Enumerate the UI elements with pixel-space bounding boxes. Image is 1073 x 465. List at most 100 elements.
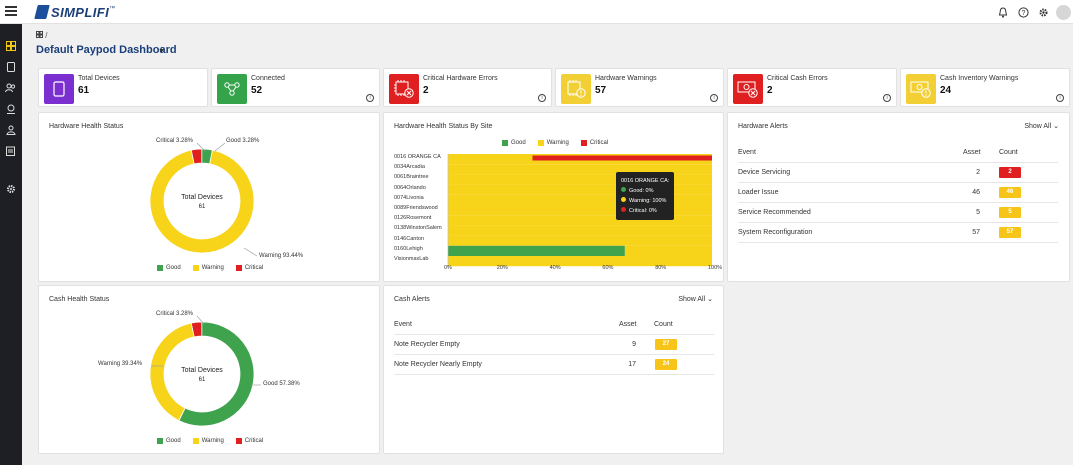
table-row[interactable]: Note Recycler Nearly Empty 17 24 <box>394 355 714 375</box>
bar-critical-highlight[interactable] <box>532 155 712 161</box>
hardware-alerts-panel: Hardware Alerts Show All ⌄ Event Asset C… <box>727 112 1070 282</box>
person-search-icon <box>6 104 15 114</box>
avatar[interactable] <box>1056 4 1071 20</box>
bar-warning[interactable] <box>448 174 712 185</box>
legend-warning[interactable]: Warning <box>192 438 224 444</box>
breadcrumb: / <box>36 31 47 40</box>
site-label: 0126Rosemont <box>394 215 432 222</box>
legend-critical[interactable]: Critical <box>235 438 263 444</box>
person-icon <box>5 125 16 135</box>
cash-alerts-table: Event Asset Count Note Recycler Empty 9 … <box>394 315 714 375</box>
chart-legend: Good Warning Critical <box>157 438 263 444</box>
legend-warning[interactable]: Warning <box>192 265 224 271</box>
top-bar: SIMPLIFI ™ ? <box>0 0 1073 24</box>
col-event[interactable]: Event <box>394 321 412 328</box>
info-icon[interactable]: i <box>366 94 374 102</box>
bell-icon[interactable] <box>994 3 1012 21</box>
bar-warning[interactable] <box>448 194 712 205</box>
info-icon[interactable]: i <box>710 94 718 102</box>
asset-cell: 2 <box>976 169 980 176</box>
info-icon[interactable]: i <box>538 94 546 102</box>
gear-icon[interactable] <box>1034 3 1052 21</box>
bar-warning[interactable] <box>624 245 712 256</box>
site-label: 0064Orlando <box>394 184 426 191</box>
stat-card-total-devices[interactable]: Total Devices 61 <box>38 68 208 107</box>
stat-value: 2 <box>767 85 773 96</box>
stat-label: Cash Inventory Warnings <box>940 75 1019 82</box>
show-all-dropdown[interactable]: Show All ⌄ <box>1024 123 1059 130</box>
stat-label: Connected <box>251 75 285 82</box>
donut-slice-warning[interactable] <box>149 322 195 422</box>
warning-callout: Warning 93.44% <box>259 253 304 259</box>
legend-warning[interactable]: Warning <box>537 140 569 146</box>
legend-good[interactable]: Good <box>157 438 181 444</box>
menu-icon[interactable] <box>5 6 17 16</box>
help-icon[interactable]: ? <box>1014 3 1032 21</box>
bar-warning[interactable] <box>448 256 712 267</box>
stat-card-critical-hardware-errors[interactable]: Critical Hardware Errors 2 i <box>383 68 552 107</box>
bar-warning[interactable] <box>448 215 712 226</box>
sidebar-item-documents[interactable] <box>5 145 16 156</box>
app-logo[interactable]: SIMPLIFI ™ <box>34 4 115 20</box>
asset-cell: 9 <box>632 341 636 348</box>
bar-warning[interactable] <box>448 225 712 236</box>
donut-slice-good[interactable] <box>178 321 255 427</box>
event-cell: Note Recycler Empty <box>394 341 460 348</box>
breadcrumb-separator: / <box>45 31 48 40</box>
sidebar-item-devices[interactable] <box>5 61 16 72</box>
site-health-panel: Hardware Health Status By Site Good Warn… <box>383 112 724 282</box>
col-count[interactable]: Count <box>999 149 1018 156</box>
table-row[interactable]: Device Servicing 2 2 <box>738 163 1058 183</box>
table-row[interactable]: System Reconfiguration 57 57 <box>738 223 1058 243</box>
hardware-health-panel: Hardware Health Status Total Devices 61 … <box>38 112 380 282</box>
table-row[interactable]: Note Recycler Empty 9 27 <box>394 335 714 355</box>
sidebar-item-profile[interactable] <box>5 124 16 135</box>
stat-label: Critical Cash Errors <box>767 75 828 82</box>
home-icon[interactable] <box>36 31 45 40</box>
bar-warning[interactable] <box>448 205 712 216</box>
stat-label: Critical Hardware Errors <box>423 75 498 82</box>
info-icon[interactable]: i <box>1056 94 1064 102</box>
col-count[interactable]: Count <box>654 321 673 328</box>
legend-good[interactable]: Good <box>502 140 526 146</box>
show-all-dropdown[interactable]: Show All ⌄ <box>678 296 713 303</box>
bar-warning[interactable] <box>448 164 712 175</box>
event-cell: Service Recommended <box>738 209 811 216</box>
donut-slice-warning[interactable] <box>149 149 255 254</box>
site-label: 0074Livonia <box>394 194 424 201</box>
stat-card-cash-inventory-warnings[interactable]: Cash Inventory Warnings 24 i <box>900 68 1070 107</box>
legend-critical[interactable]: Critical <box>580 140 608 146</box>
chevron-down-icon: ⌄ <box>707 296 713 303</box>
col-asset[interactable]: Asset <box>963 149 981 156</box>
stat-card-critical-cash-errors[interactable]: Critical Cash Errors 2 i <box>727 68 897 107</box>
table-row[interactable]: Loader Issue 46 46 <box>738 183 1058 203</box>
stat-card-connected[interactable]: Connected 52 i <box>211 68 380 107</box>
info-icon[interactable]: i <box>883 94 891 102</box>
cash-warning-icon <box>906 74 936 104</box>
sidebar-item-users[interactable] <box>5 82 16 93</box>
page-title[interactable]: Default Paypod Dashboard <box>36 44 177 56</box>
tablet-icon <box>44 74 74 104</box>
col-asset[interactable]: Asset <box>619 321 637 328</box>
bar-warning[interactable] <box>448 184 712 195</box>
bar-good[interactable] <box>448 245 625 256</box>
panel-title: Cash Health Status <box>49 296 110 303</box>
bar-warning[interactable] <box>448 235 712 246</box>
tooltip-good: Good: 0% <box>621 186 669 196</box>
chevron-down-icon[interactable]: ▼ <box>158 48 165 55</box>
stat-card-hardware-warnings[interactable]: Hardware Warnings 57 i <box>555 68 724 107</box>
donut-center-title: Total Devices <box>181 194 223 201</box>
hardware-health-donut: Total Devices 61 <box>149 142 258 257</box>
asset-cell: 46 <box>972 189 980 196</box>
legend-critical[interactable]: Critical <box>235 265 263 271</box>
hardware-alerts-table: Event Asset Count Device Servicing 2 2 L… <box>738 143 1058 243</box>
asset-cell: 57 <box>972 229 980 236</box>
sidebar-item-reports[interactable] <box>5 103 16 114</box>
legend-good[interactable]: Good <box>157 265 181 271</box>
table-row[interactable]: Service Recommended 5 5 <box>738 203 1058 223</box>
sidebar-item-dashboard[interactable] <box>5 40 16 51</box>
col-event[interactable]: Event <box>738 149 756 156</box>
good-callout: Good 57.38% <box>263 381 300 387</box>
sidebar-item-settings[interactable] <box>5 183 16 194</box>
tooltip-title: 0016 ORANGE CA: <box>621 178 670 184</box>
